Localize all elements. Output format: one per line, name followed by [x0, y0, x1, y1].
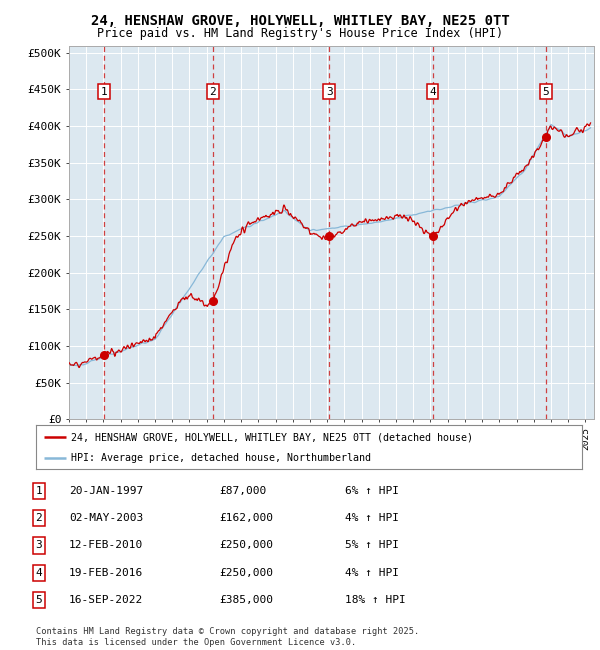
Text: £162,000: £162,000 — [219, 514, 273, 523]
Text: £250,000: £250,000 — [219, 568, 273, 578]
Text: £87,000: £87,000 — [219, 486, 266, 496]
Text: 3: 3 — [326, 86, 332, 97]
Text: 5% ↑ HPI: 5% ↑ HPI — [345, 541, 399, 551]
Text: 6% ↑ HPI: 6% ↑ HPI — [345, 486, 399, 496]
Text: 4% ↑ HPI: 4% ↑ HPI — [345, 568, 399, 578]
Text: £250,000: £250,000 — [219, 541, 273, 551]
Text: 2: 2 — [35, 514, 43, 523]
Text: 3: 3 — [35, 541, 43, 551]
Text: 02-MAY-2003: 02-MAY-2003 — [69, 514, 143, 523]
Text: £385,000: £385,000 — [219, 595, 273, 605]
Text: 2: 2 — [209, 86, 216, 97]
Text: 5: 5 — [35, 595, 43, 605]
Text: 12-FEB-2010: 12-FEB-2010 — [69, 541, 143, 551]
Text: 24, HENSHAW GROVE, HOLYWELL, WHITLEY BAY, NE25 0TT (detached house): 24, HENSHAW GROVE, HOLYWELL, WHITLEY BAY… — [71, 432, 473, 442]
Text: Contains HM Land Registry data © Crown copyright and database right 2025.
This d: Contains HM Land Registry data © Crown c… — [36, 627, 419, 647]
Text: 19-FEB-2016: 19-FEB-2016 — [69, 568, 143, 578]
Text: 18% ↑ HPI: 18% ↑ HPI — [345, 595, 406, 605]
Text: 1: 1 — [101, 86, 107, 97]
Text: 24, HENSHAW GROVE, HOLYWELL, WHITLEY BAY, NE25 0TT: 24, HENSHAW GROVE, HOLYWELL, WHITLEY BAY… — [91, 14, 509, 29]
Text: 4: 4 — [35, 568, 43, 578]
Text: HPI: Average price, detached house, Northumberland: HPI: Average price, detached house, Nort… — [71, 453, 371, 463]
Text: 20-JAN-1997: 20-JAN-1997 — [69, 486, 143, 496]
Text: 1: 1 — [35, 486, 43, 496]
Text: 5: 5 — [542, 86, 550, 97]
Text: 4: 4 — [429, 86, 436, 97]
Text: 16-SEP-2022: 16-SEP-2022 — [69, 595, 143, 605]
Text: Price paid vs. HM Land Registry's House Price Index (HPI): Price paid vs. HM Land Registry's House … — [97, 27, 503, 40]
Text: 4% ↑ HPI: 4% ↑ HPI — [345, 514, 399, 523]
